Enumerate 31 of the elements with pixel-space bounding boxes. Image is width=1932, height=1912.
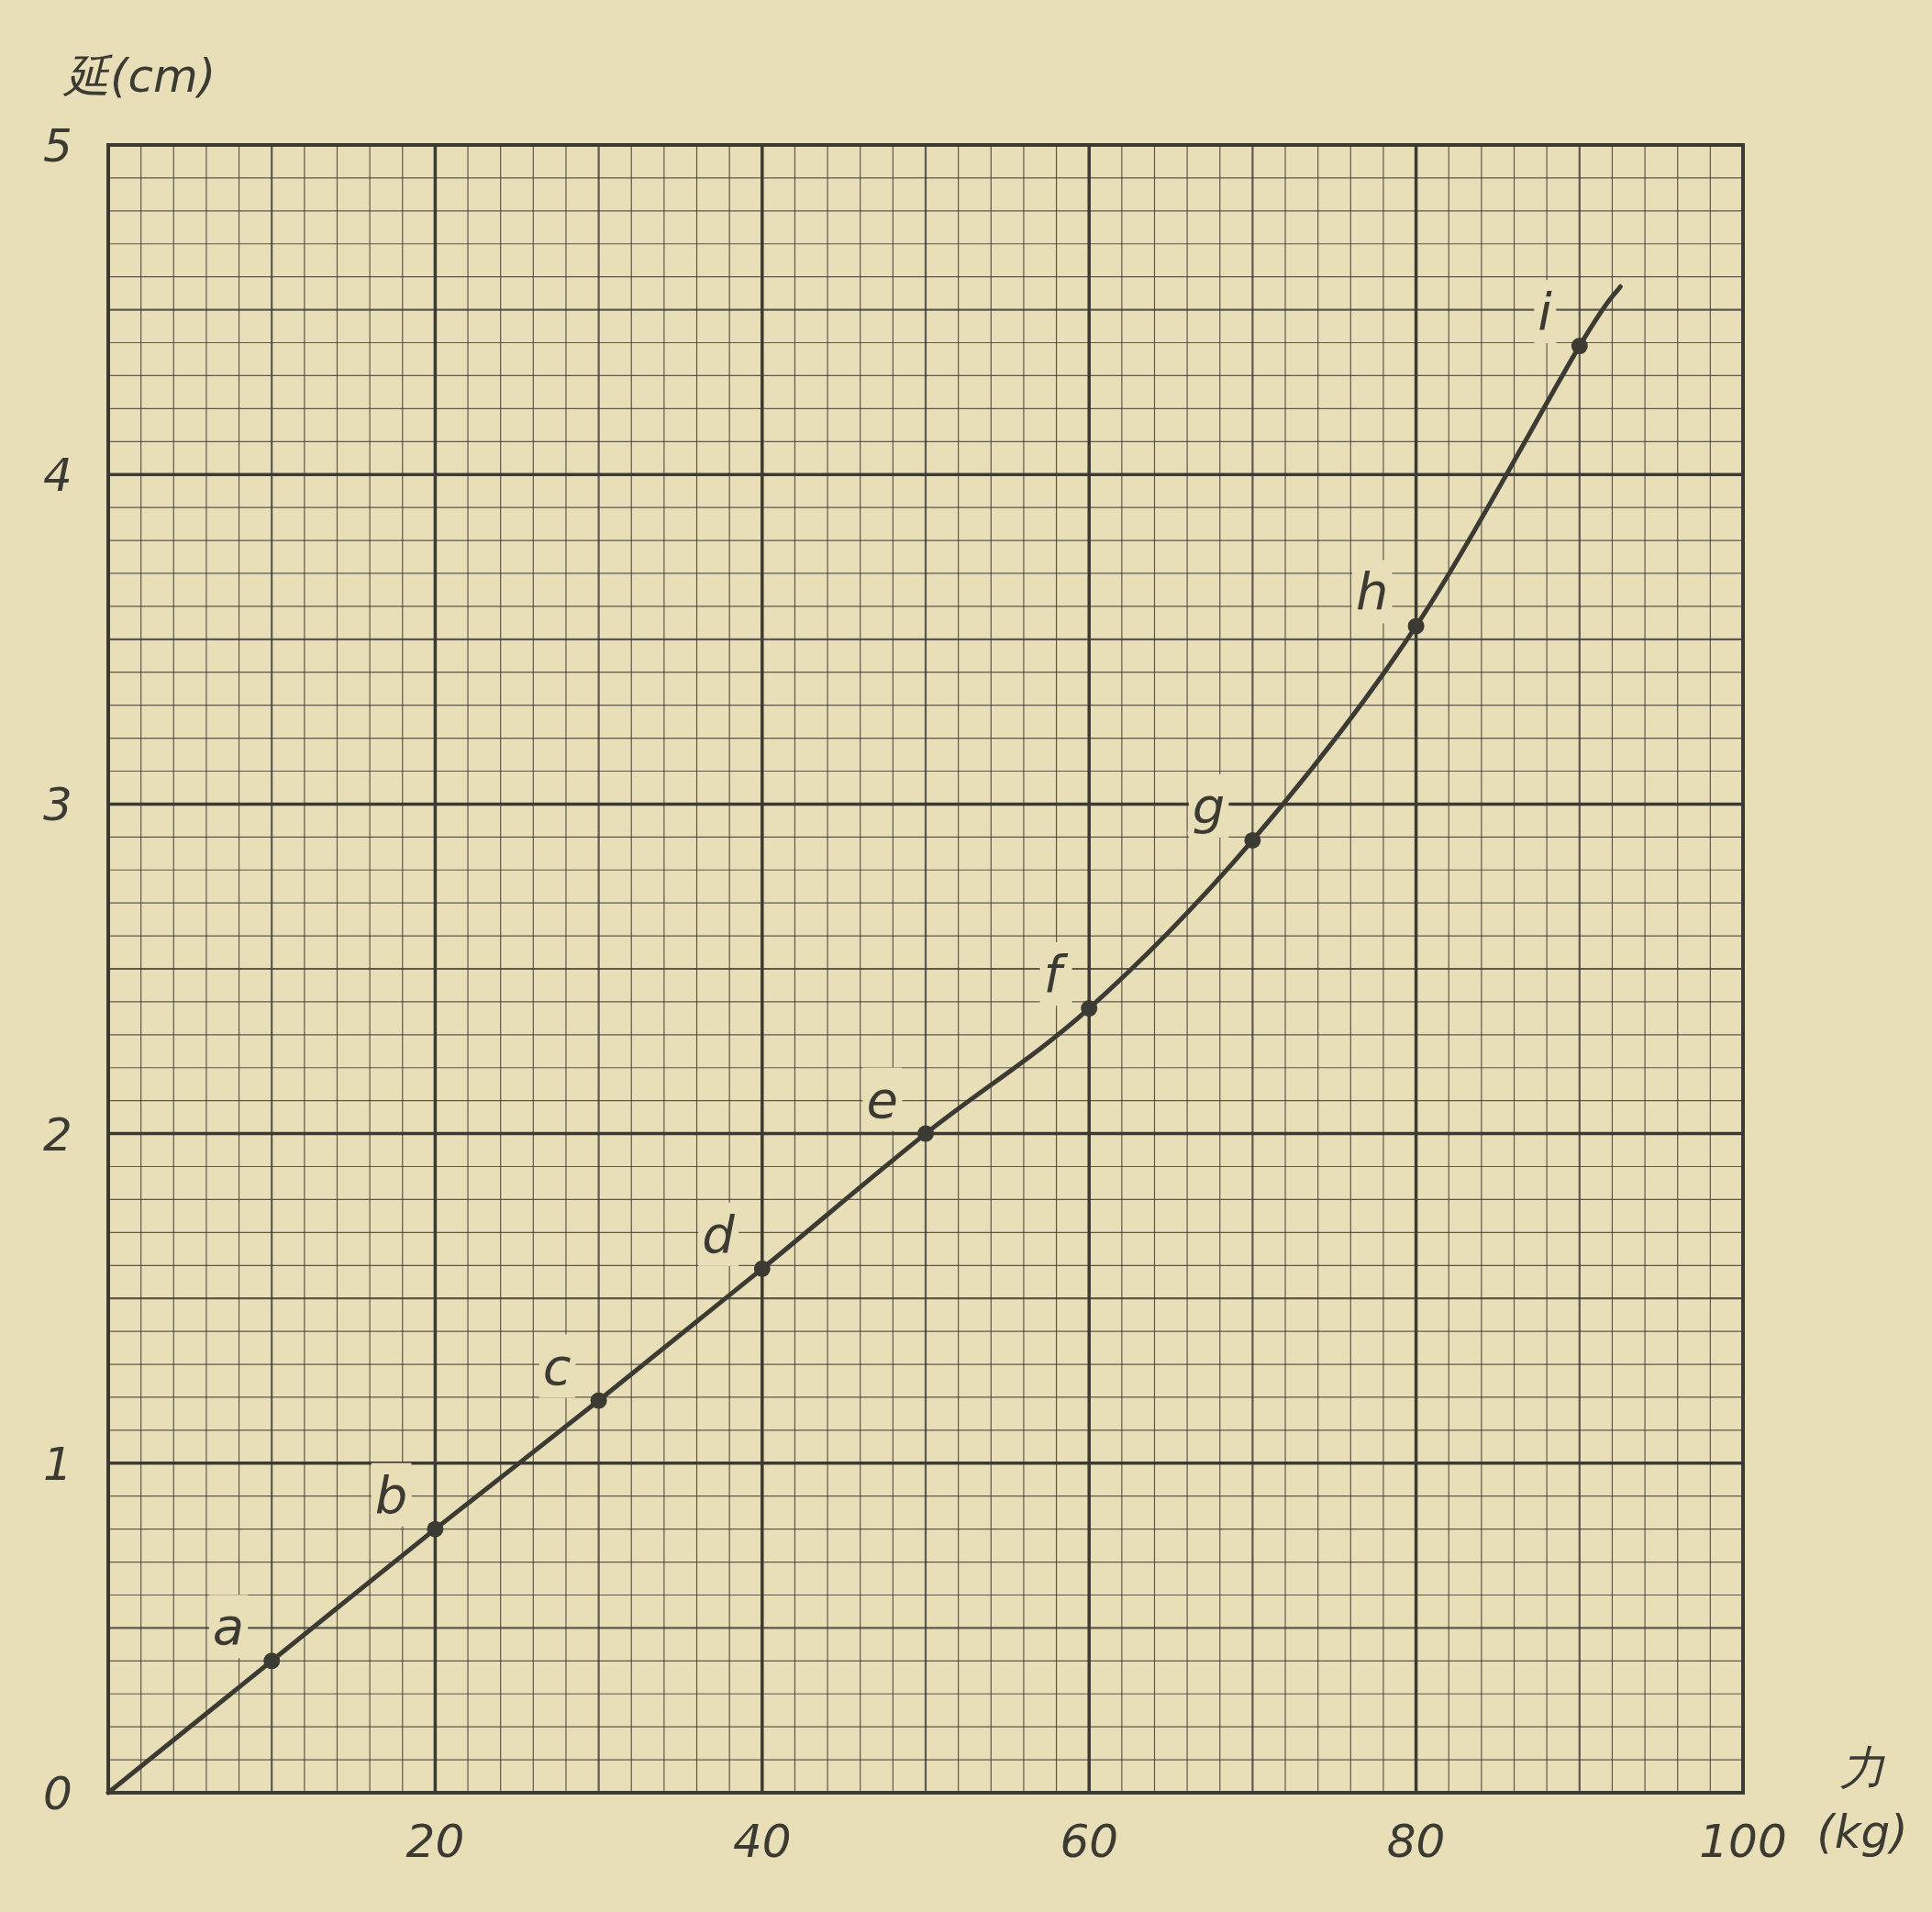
annotation: e <box>866 1069 898 1129</box>
annotation: h <box>1356 561 1389 622</box>
point <box>590 1392 607 1409</box>
point <box>427 1520 444 1538</box>
point <box>917 1125 934 1142</box>
x-tick-label: 100 <box>1699 1815 1787 1868</box>
x-tick-label: 40 <box>732 1815 792 1868</box>
y-tick-label: 0 <box>43 1767 72 1820</box>
y-tick-label: 4 <box>43 449 72 503</box>
annotation: a <box>212 1596 245 1657</box>
y-tick-label: 1 <box>43 1437 72 1491</box>
annotation: d <box>702 1204 736 1264</box>
point <box>1244 831 1261 849</box>
y-tick-label: 5 <box>43 119 72 172</box>
annotation: i <box>1538 282 1553 342</box>
point <box>753 1260 771 1277</box>
annotation: g <box>1192 775 1226 836</box>
y-axis-title: 延(cm) <box>62 50 217 103</box>
annotation: c <box>542 1336 572 1396</box>
y-tick-label: 2 <box>43 1107 72 1162</box>
point <box>1081 1000 1098 1017</box>
y-tick-label: 3 <box>43 778 72 832</box>
point <box>1407 617 1425 635</box>
annotation: b <box>374 1464 408 1525</box>
x-tick-label: 20 <box>405 1815 465 1868</box>
point <box>1571 338 1588 355</box>
x-axis-title: 力(kg) <box>1816 1741 1908 1859</box>
annotation: f <box>1043 944 1069 1005</box>
point <box>263 1652 281 1670</box>
x-tick-label: 80 <box>1386 1815 1446 1868</box>
x-tick-label: 60 <box>1060 1815 1119 1868</box>
